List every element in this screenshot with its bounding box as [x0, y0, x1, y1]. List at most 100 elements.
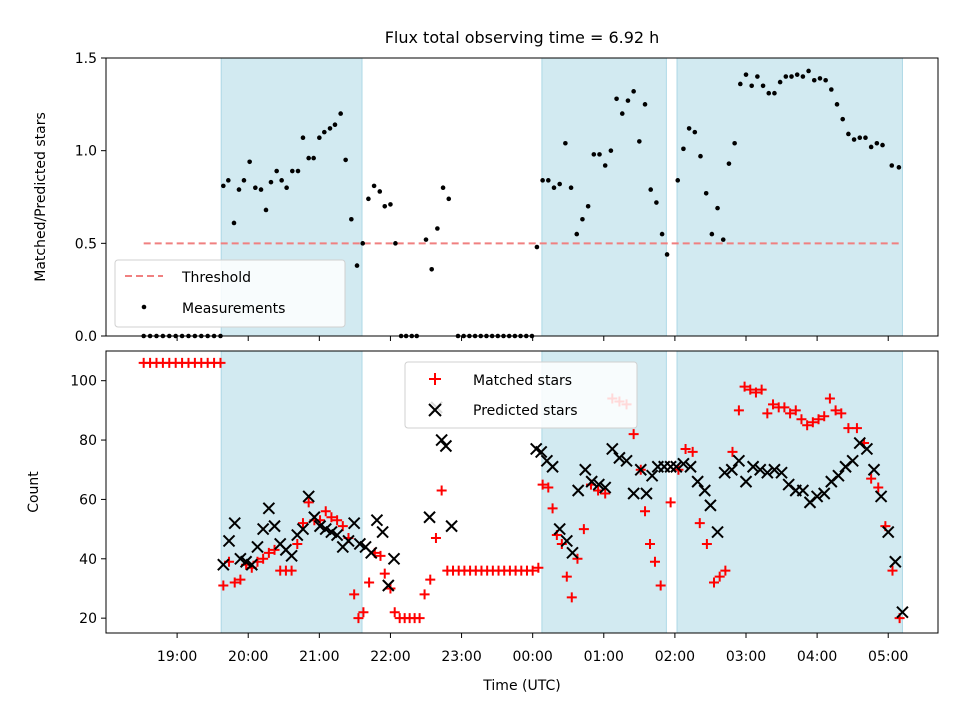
measurement-point: [306, 155, 311, 161]
matched-point: [709, 577, 719, 588]
matched-point: [628, 429, 639, 440]
y-tick-label: 1.0: [75, 144, 97, 160]
x-tick-label: 23:00: [441, 649, 481, 665]
matched-point: [332, 515, 343, 526]
bottom-y-axis: 20 40 60 80 100: [70, 374, 106, 627]
matched-point: [790, 405, 801, 416]
y-tick-label: 40: [79, 552, 97, 568]
observing-window-3: [676, 57, 903, 337]
predicted-point: [251, 540, 264, 554]
measurement-point: [659, 231, 665, 237]
predicted-point: [268, 519, 281, 533]
measurement-point: [435, 226, 440, 231]
matched-point: [796, 414, 807, 425]
matched-point: [364, 577, 375, 588]
matched-point: [337, 521, 348, 532]
top-legend-box: [114, 259, 346, 328]
predicted-point: [746, 460, 760, 473]
x-tick-label: 01:00: [584, 649, 624, 665]
observing-window-2: [541, 57, 667, 337]
measurement-point: [268, 179, 274, 185]
predicted-point: [677, 457, 690, 471]
matched-point: [389, 607, 400, 618]
measurement-point: [585, 203, 591, 209]
predicted-point: [739, 475, 753, 488]
matched-point: [303, 497, 314, 508]
matched-point: [727, 446, 738, 457]
matched-point: [813, 414, 824, 425]
predicted-point: [571, 484, 585, 497]
measurement-point: [382, 203, 388, 209]
measurement-point: [863, 135, 868, 140]
measurement-point: [800, 74, 806, 79]
matched-point: [807, 417, 818, 428]
x-tick-label: 02:00: [655, 649, 695, 665]
matched-point: [547, 503, 558, 514]
matched-point: [655, 580, 666, 591]
measurement-point: [743, 72, 749, 77]
matched-point: [578, 524, 589, 535]
matched-point: [762, 408, 773, 419]
matched-point: [873, 482, 884, 493]
matched-point: [600, 488, 611, 499]
measurement-point: [777, 79, 783, 85]
measurement-point: [868, 144, 874, 150]
predicted-point: [382, 579, 395, 592]
measurement-point: [857, 135, 863, 140]
bottom-y-axis-label: Count: [26, 471, 42, 513]
matched-point: [436, 485, 447, 496]
count-panel: 20 40 60 80 100 19:00 20:00 21:00 22:00 23:00 00:…: [26, 350, 939, 694]
count-points: [138, 357, 909, 624]
matched-point: [665, 497, 676, 508]
top-x-ticks: [176, 336, 889, 341]
matched-point: [349, 589, 360, 600]
x-tick-label: 05:00: [868, 649, 908, 665]
bottom-legend: Matched stars Predicted stars: [404, 361, 638, 429]
measurement-point: [446, 196, 452, 202]
matched-point: [419, 589, 430, 600]
top-axes-frame: [105, 57, 939, 337]
measurement-point: [534, 244, 540, 250]
measurement-point: [366, 196, 371, 202]
matched-point: [733, 405, 744, 416]
x-tick-label: 20:00: [228, 649, 268, 665]
matched-point: [430, 533, 441, 544]
matched-point: [566, 592, 577, 603]
measurement-point: [221, 183, 226, 189]
measurement-point: [840, 116, 846, 122]
measurement-point: [393, 241, 398, 246]
top-legend: Threshold Measurements: [114, 259, 346, 328]
measurement-point: [749, 83, 754, 89]
matched-point: [756, 384, 767, 395]
predicted-point: [754, 463, 767, 476]
measurement-point: [817, 76, 823, 81]
bottom-legend-box: [404, 361, 638, 429]
measurement-point: [332, 122, 338, 128]
matched-point: [414, 613, 425, 624]
y-tick-label: 100: [70, 374, 97, 390]
matched-point: [286, 565, 297, 576]
matched-point: [561, 571, 572, 582]
matched-point: [215, 357, 226, 368]
matched-point: [739, 381, 750, 392]
predicted-point: [592, 478, 606, 491]
matched-point: [802, 420, 813, 431]
measurement-point: [698, 153, 703, 159]
measurement-point: [371, 183, 377, 189]
measurement-point: [614, 96, 619, 102]
measurement-point: [563, 140, 568, 146]
predicted-point: [796, 484, 810, 497]
predicted-point: [256, 522, 270, 536]
matched-point: [785, 408, 796, 419]
matched-point: [235, 574, 246, 585]
measurement-point: [597, 152, 602, 157]
measurement-point: [726, 161, 732, 166]
matched-point: [745, 384, 756, 395]
measurement-point: [608, 148, 614, 153]
measurement-point: [654, 200, 659, 205]
predicted-point: [810, 490, 824, 503]
predicted-point: [896, 606, 909, 619]
predicted-point: [711, 525, 724, 539]
matched-point: [425, 574, 436, 585]
